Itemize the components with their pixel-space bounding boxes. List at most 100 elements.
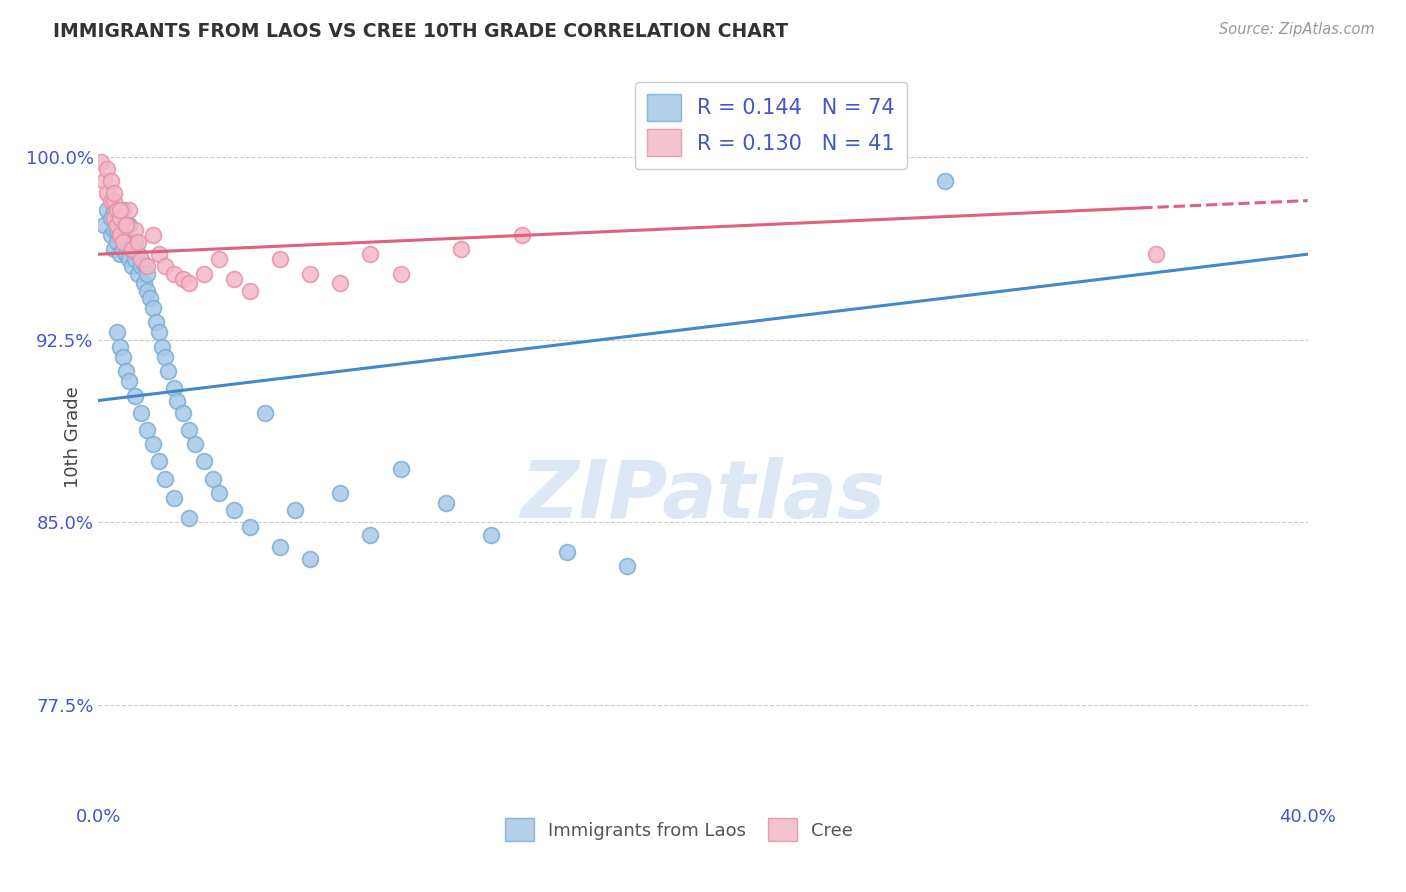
Point [193, 454, 215, 468]
Point [179, 510, 201, 524]
Point [132, 257, 155, 271]
Point [118, 374, 141, 388]
Point [284, 503, 307, 517]
Point [96, 161, 118, 176]
Point [111, 223, 134, 237]
Point [224, 503, 246, 517]
Point [148, 325, 170, 339]
Point [150, 340, 173, 354]
Point [179, 423, 201, 437]
Point [111, 203, 134, 218]
Point [148, 454, 170, 468]
Point [96, 186, 118, 201]
Point [360, 527, 382, 541]
Point [135, 423, 157, 437]
Point [329, 486, 352, 500]
Point [239, 284, 262, 298]
Text: IMMIGRANTS FROM LAOS VS CREE 10TH GRADE CORRELATION CHART: IMMIGRANTS FROM LAOS VS CREE 10TH GRADE … [53, 22, 789, 41]
Point [193, 267, 215, 281]
Point [129, 406, 152, 420]
Point [100, 174, 122, 188]
Point [100, 227, 122, 242]
Point [103, 243, 125, 257]
Point [105, 325, 128, 339]
Point [202, 471, 225, 485]
Point [224, 271, 246, 285]
Point [121, 260, 143, 274]
Point [114, 218, 136, 232]
Point [100, 194, 122, 208]
Point [481, 527, 503, 541]
Point [145, 316, 167, 330]
Point [129, 252, 152, 266]
Point [299, 552, 322, 566]
Point [105, 203, 128, 218]
Point [127, 247, 149, 261]
Point [108, 227, 131, 242]
Point [163, 381, 186, 395]
Point [114, 233, 136, 247]
Point [108, 340, 131, 354]
Point [450, 243, 472, 257]
Point [118, 203, 141, 218]
Point [100, 211, 122, 225]
Point [148, 247, 170, 261]
Point [163, 267, 186, 281]
Point [135, 260, 157, 274]
Point [103, 223, 125, 237]
Point [156, 364, 179, 378]
Point [111, 350, 134, 364]
Point [934, 174, 956, 188]
Point [124, 235, 146, 249]
Point [124, 252, 146, 266]
Point [269, 252, 291, 266]
Point [105, 223, 128, 237]
Point [103, 186, 125, 201]
Point [132, 277, 155, 291]
Point [555, 544, 578, 558]
Point [153, 471, 176, 485]
Point [127, 235, 149, 249]
Point [108, 247, 131, 261]
Point [93, 174, 115, 188]
Point [108, 227, 131, 242]
Legend: Immigrants from Laos, Cree: Immigrants from Laos, Cree [498, 811, 860, 848]
Point [163, 491, 186, 505]
Point [179, 277, 201, 291]
Point [616, 559, 638, 574]
Point [93, 218, 115, 232]
Point [139, 291, 162, 305]
Point [114, 215, 136, 229]
Point [253, 406, 276, 420]
Point [153, 350, 176, 364]
Point [124, 389, 146, 403]
Point [108, 203, 131, 218]
Point [108, 211, 131, 225]
Point [96, 203, 118, 218]
Point [142, 437, 165, 451]
Point [135, 267, 157, 281]
Point [103, 203, 125, 218]
Point [389, 267, 412, 281]
Point [208, 252, 231, 266]
Point [114, 247, 136, 261]
Point [118, 218, 141, 232]
Point [114, 218, 136, 232]
Point [142, 301, 165, 315]
Point [269, 540, 291, 554]
Point [166, 393, 188, 408]
Point [172, 406, 194, 420]
Y-axis label: 10th Grade: 10th Grade [63, 386, 82, 488]
Point [239, 520, 262, 534]
Point [360, 247, 382, 261]
Point [114, 364, 136, 378]
Point [118, 235, 141, 249]
Point [299, 267, 322, 281]
Point [121, 243, 143, 257]
Point [111, 235, 134, 249]
Point [105, 235, 128, 249]
Point [434, 496, 457, 510]
Text: ZIPatlas: ZIPatlas [520, 457, 886, 534]
Point [329, 277, 352, 291]
Point [208, 486, 231, 500]
